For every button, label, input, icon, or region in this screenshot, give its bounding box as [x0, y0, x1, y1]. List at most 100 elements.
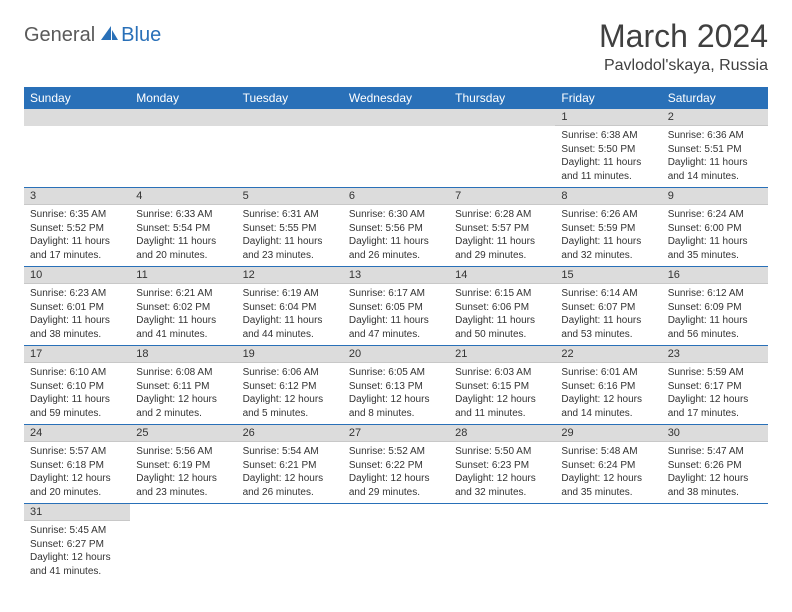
day-line-sr: Sunrise: 6:23 AM [30, 287, 124, 301]
day-line-ss: Sunset: 6:15 PM [455, 380, 549, 394]
day-line-d2: and 50 minutes. [455, 328, 549, 342]
day-line-ss: Sunset: 5:59 PM [561, 222, 655, 236]
day-number: 5 [237, 188, 343, 205]
day-line-d1: Daylight: 11 hours [349, 235, 443, 249]
calendar-cell [449, 504, 555, 583]
calendar-cell: 1Sunrise: 6:38 AMSunset: 5:50 PMDaylight… [555, 109, 661, 188]
day-line-ss: Sunset: 5:50 PM [561, 143, 655, 157]
day-line-sr: Sunrise: 5:59 AM [668, 366, 762, 380]
calendar-cell [555, 504, 661, 583]
weekday-header: Thursday [449, 87, 555, 109]
calendar-cell: 6Sunrise: 6:30 AMSunset: 5:56 PMDaylight… [343, 188, 449, 267]
calendar-cell: 11Sunrise: 6:21 AMSunset: 6:02 PMDayligh… [130, 267, 236, 346]
day-line-ss: Sunset: 6:26 PM [668, 459, 762, 473]
day-line-d2: and 29 minutes. [349, 486, 443, 500]
calendar-cell: 18Sunrise: 6:08 AMSunset: 6:11 PMDayligh… [130, 346, 236, 425]
day-details: Sunrise: 5:59 AMSunset: 6:17 PMDaylight:… [662, 363, 768, 424]
day-line-d1: Daylight: 11 hours [455, 235, 549, 249]
day-line-sr: Sunrise: 6:36 AM [668, 129, 762, 143]
day-line-sr: Sunrise: 5:56 AM [136, 445, 230, 459]
day-line-ss: Sunset: 6:06 PM [455, 301, 549, 315]
weekday-header: Saturday [662, 87, 768, 109]
day-number: 14 [449, 267, 555, 284]
day-line-sr: Sunrise: 6:03 AM [455, 366, 549, 380]
day-details: Sunrise: 6:30 AMSunset: 5:56 PMDaylight:… [343, 205, 449, 266]
day-details: Sunrise: 6:23 AMSunset: 6:01 PMDaylight:… [24, 284, 130, 345]
day-line-sr: Sunrise: 6:17 AM [349, 287, 443, 301]
calendar-row: 31Sunrise: 5:45 AMSunset: 6:27 PMDayligh… [24, 504, 768, 583]
logo: General Blue [24, 24, 161, 47]
day-line-sr: Sunrise: 6:38 AM [561, 129, 655, 143]
calendar-cell [343, 109, 449, 188]
day-line-sr: Sunrise: 6:24 AM [668, 208, 762, 222]
day-number: 30 [662, 425, 768, 442]
empty-day-bar [343, 109, 449, 126]
day-number: 19 [237, 346, 343, 363]
day-line-sr: Sunrise: 6:35 AM [30, 208, 124, 222]
day-line-sr: Sunrise: 6:21 AM [136, 287, 230, 301]
day-details: Sunrise: 6:24 AMSunset: 6:00 PMDaylight:… [662, 205, 768, 266]
day-line-d2: and 23 minutes. [136, 486, 230, 500]
day-number: 11 [130, 267, 236, 284]
day-details: Sunrise: 6:33 AMSunset: 5:54 PMDaylight:… [130, 205, 236, 266]
day-details: Sunrise: 6:08 AMSunset: 6:11 PMDaylight:… [130, 363, 236, 424]
weekday-header: Monday [130, 87, 236, 109]
day-line-d1: Daylight: 11 hours [668, 235, 762, 249]
day-line-sr: Sunrise: 6:28 AM [455, 208, 549, 222]
day-line-ss: Sunset: 6:05 PM [349, 301, 443, 315]
day-line-d2: and 11 minutes. [561, 170, 655, 184]
day-line-d2: and 14 minutes. [668, 170, 762, 184]
day-line-d2: and 38 minutes. [668, 486, 762, 500]
day-line-sr: Sunrise: 6:10 AM [30, 366, 124, 380]
day-line-d1: Daylight: 12 hours [668, 393, 762, 407]
day-number: 18 [130, 346, 236, 363]
day-line-sr: Sunrise: 6:26 AM [561, 208, 655, 222]
calendar-cell: 27Sunrise: 5:52 AMSunset: 6:22 PMDayligh… [343, 425, 449, 504]
day-line-ss: Sunset: 5:57 PM [455, 222, 549, 236]
day-line-sr: Sunrise: 6:01 AM [561, 366, 655, 380]
calendar-cell: 2Sunrise: 6:36 AMSunset: 5:51 PMDaylight… [662, 109, 768, 188]
day-details: Sunrise: 5:54 AMSunset: 6:21 PMDaylight:… [237, 442, 343, 503]
calendar-cell: 13Sunrise: 6:17 AMSunset: 6:05 PMDayligh… [343, 267, 449, 346]
day-line-sr: Sunrise: 6:05 AM [349, 366, 443, 380]
day-number: 25 [130, 425, 236, 442]
empty-day-bar [237, 109, 343, 126]
day-line-d2: and 47 minutes. [349, 328, 443, 342]
day-number: 26 [237, 425, 343, 442]
day-number: 21 [449, 346, 555, 363]
calendar-table: SundayMondayTuesdayWednesdayThursdayFrid… [24, 87, 768, 582]
day-number: 31 [24, 504, 130, 521]
day-line-d1: Daylight: 11 hours [668, 156, 762, 170]
day-line-ss: Sunset: 6:27 PM [30, 538, 124, 552]
day-details: Sunrise: 6:14 AMSunset: 6:07 PMDaylight:… [555, 284, 661, 345]
day-line-d2: and 59 minutes. [30, 407, 124, 421]
day-line-sr: Sunrise: 6:12 AM [668, 287, 762, 301]
calendar-cell: 14Sunrise: 6:15 AMSunset: 6:06 PMDayligh… [449, 267, 555, 346]
empty-day-bar [449, 109, 555, 126]
day-details: Sunrise: 6:01 AMSunset: 6:16 PMDaylight:… [555, 363, 661, 424]
day-line-sr: Sunrise: 6:06 AM [243, 366, 337, 380]
calendar-cell: 31Sunrise: 5:45 AMSunset: 6:27 PMDayligh… [24, 504, 130, 583]
day-number: 27 [343, 425, 449, 442]
day-line-d1: Daylight: 12 hours [561, 393, 655, 407]
day-line-ss: Sunset: 6:23 PM [455, 459, 549, 473]
calendar-cell: 16Sunrise: 6:12 AMSunset: 6:09 PMDayligh… [662, 267, 768, 346]
day-line-d1: Daylight: 11 hours [136, 235, 230, 249]
calendar-cell [662, 504, 768, 583]
day-line-d2: and 32 minutes. [455, 486, 549, 500]
calendar-cell: 10Sunrise: 6:23 AMSunset: 6:01 PMDayligh… [24, 267, 130, 346]
location-label: Pavlodol'skaya, Russia [599, 57, 768, 75]
day-line-ss: Sunset: 6:13 PM [349, 380, 443, 394]
day-line-ss: Sunset: 5:54 PM [136, 222, 230, 236]
day-details: Sunrise: 6:36 AMSunset: 5:51 PMDaylight:… [662, 126, 768, 187]
calendar-cell: 25Sunrise: 5:56 AMSunset: 6:19 PMDayligh… [130, 425, 236, 504]
day-line-d1: Daylight: 11 hours [30, 235, 124, 249]
day-line-sr: Sunrise: 6:14 AM [561, 287, 655, 301]
day-line-d2: and 29 minutes. [455, 249, 549, 263]
day-line-d2: and 8 minutes. [349, 407, 443, 421]
calendar-cell: 7Sunrise: 6:28 AMSunset: 5:57 PMDaylight… [449, 188, 555, 267]
day-details: Sunrise: 6:05 AMSunset: 6:13 PMDaylight:… [343, 363, 449, 424]
day-details: Sunrise: 6:26 AMSunset: 5:59 PMDaylight:… [555, 205, 661, 266]
day-line-sr: Sunrise: 5:54 AM [243, 445, 337, 459]
day-line-d1: Daylight: 11 hours [668, 314, 762, 328]
